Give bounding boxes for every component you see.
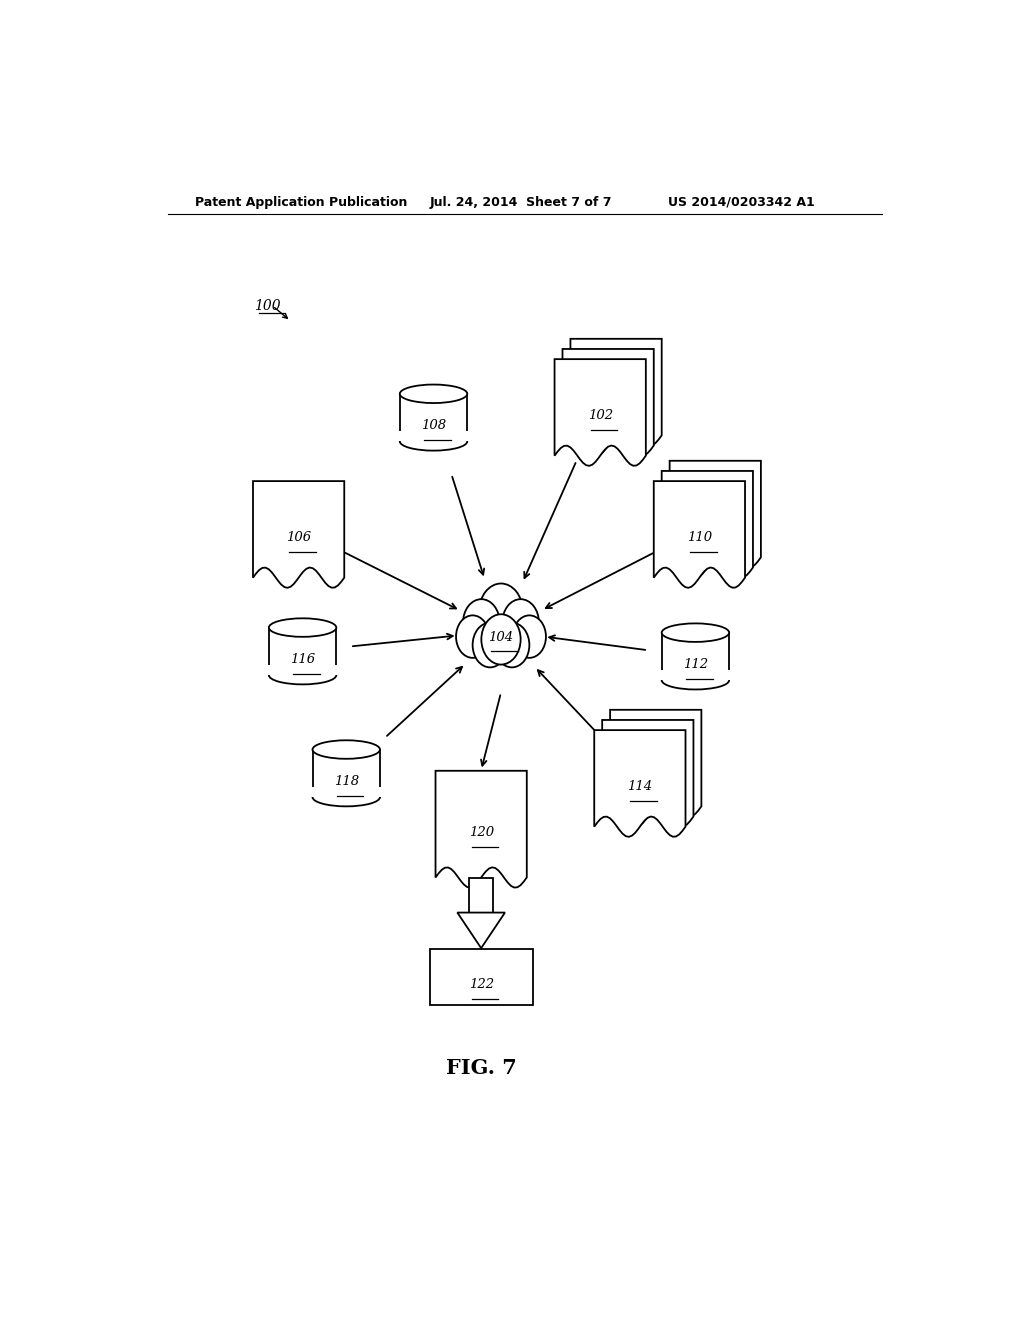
Text: 102: 102 <box>588 409 612 422</box>
Text: Patent Application Publication: Patent Application Publication <box>196 195 408 209</box>
Text: 110: 110 <box>687 531 712 544</box>
Ellipse shape <box>662 623 729 642</box>
Text: 100: 100 <box>254 298 281 313</box>
Polygon shape <box>570 339 662 446</box>
Text: US 2014/0203342 A1: US 2014/0203342 A1 <box>668 195 814 209</box>
Ellipse shape <box>464 598 538 664</box>
Polygon shape <box>562 348 653 455</box>
Bar <box>311 787 382 797</box>
Polygon shape <box>458 912 505 948</box>
Polygon shape <box>670 461 761 568</box>
Text: Jul. 24, 2014  Sheet 7 of 7: Jul. 24, 2014 Sheet 7 of 7 <box>430 195 612 209</box>
Ellipse shape <box>662 671 729 689</box>
Polygon shape <box>594 730 685 837</box>
Ellipse shape <box>473 623 508 668</box>
Polygon shape <box>662 471 753 578</box>
Ellipse shape <box>481 614 520 664</box>
Bar <box>269 627 336 675</box>
Polygon shape <box>653 480 745 587</box>
Text: 122: 122 <box>469 978 494 991</box>
Ellipse shape <box>399 384 467 403</box>
Bar <box>399 393 467 441</box>
Bar <box>399 432 467 450</box>
Ellipse shape <box>503 599 539 645</box>
Text: FIG. 7: FIG. 7 <box>445 1059 516 1078</box>
Bar <box>269 665 336 684</box>
Bar <box>660 671 731 680</box>
Ellipse shape <box>269 665 336 684</box>
Text: 106: 106 <box>286 531 311 544</box>
Bar <box>267 665 338 675</box>
Ellipse shape <box>312 788 380 807</box>
Ellipse shape <box>456 615 489 657</box>
Bar <box>398 432 469 441</box>
Bar <box>430 949 532 1005</box>
Ellipse shape <box>269 618 336 636</box>
Text: 114: 114 <box>628 780 652 793</box>
Bar <box>662 632 729 680</box>
Polygon shape <box>602 719 693 826</box>
Polygon shape <box>253 480 344 587</box>
Ellipse shape <box>399 432 467 450</box>
Bar <box>312 750 380 797</box>
Bar <box>662 671 729 689</box>
Text: 120: 120 <box>469 826 494 838</box>
Bar <box>312 788 380 807</box>
Ellipse shape <box>513 615 546 657</box>
Polygon shape <box>610 710 701 817</box>
Text: 116: 116 <box>290 653 315 667</box>
Polygon shape <box>435 771 526 887</box>
Ellipse shape <box>495 623 529 668</box>
Text: 104: 104 <box>488 631 514 644</box>
Ellipse shape <box>463 599 500 645</box>
Text: 118: 118 <box>334 775 358 788</box>
Text: 112: 112 <box>683 659 708 671</box>
Ellipse shape <box>479 583 523 639</box>
Polygon shape <box>555 359 646 466</box>
Bar <box>469 878 494 912</box>
Ellipse shape <box>312 741 380 759</box>
Text: 108: 108 <box>421 420 446 432</box>
